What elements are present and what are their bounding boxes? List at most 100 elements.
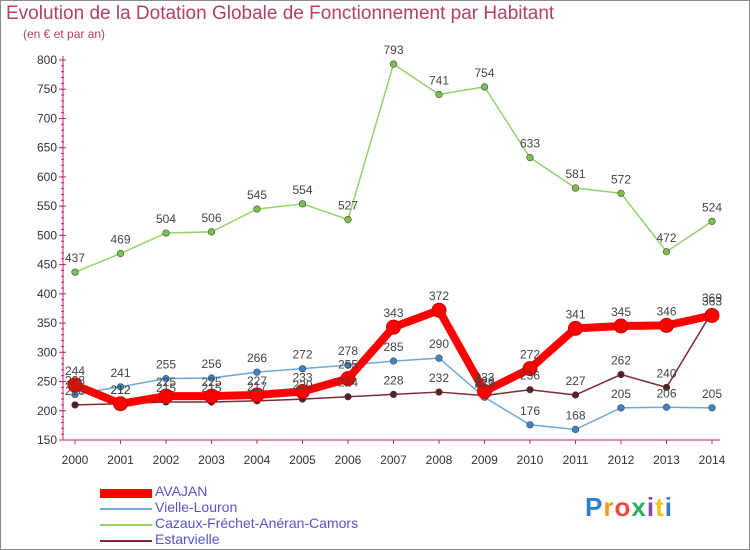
data-label: 240 xyxy=(656,366,676,380)
series-point xyxy=(662,403,671,411)
data-label: 225 xyxy=(201,375,221,389)
series-point xyxy=(435,90,443,99)
x-tick-label: 2010 xyxy=(517,453,544,467)
data-label: 226 xyxy=(474,375,494,389)
data-label: 633 xyxy=(520,137,540,151)
y-tick-label: 450 xyxy=(37,258,57,272)
data-label: 290 xyxy=(429,337,449,351)
y-tick-label: 350 xyxy=(37,316,57,330)
series-point xyxy=(389,357,398,365)
legend-item: AVAJAN xyxy=(100,483,520,501)
y-tick-label: 800 xyxy=(37,53,57,67)
series-point xyxy=(71,268,79,276)
series-point xyxy=(207,374,216,382)
legend-item: Estarvielle xyxy=(100,531,520,549)
data-label: 266 xyxy=(247,351,267,365)
y-tick-label: 250 xyxy=(37,375,57,389)
series-point xyxy=(571,425,580,434)
series-point xyxy=(253,368,261,376)
x-tick-label: 2011 xyxy=(563,453,589,467)
data-label: 754 xyxy=(474,66,494,80)
data-label: 228 xyxy=(65,373,85,387)
data-label: 256 xyxy=(201,357,221,371)
data-label: 346 xyxy=(656,304,676,318)
data-label: 272 xyxy=(520,348,540,362)
series-point xyxy=(435,354,443,362)
series-point xyxy=(158,388,174,404)
data-label: 506 xyxy=(201,211,221,225)
series-point xyxy=(568,320,583,336)
legend-swatch xyxy=(100,540,152,542)
x-tick-label: 2002 xyxy=(153,453,180,467)
series-point xyxy=(116,249,125,258)
data-label: 210 xyxy=(65,384,85,398)
series-point xyxy=(113,396,128,412)
series-point xyxy=(435,388,443,396)
data-label: 341 xyxy=(565,307,585,321)
data-label: 236 xyxy=(520,369,540,383)
data-label: 176 xyxy=(520,404,540,418)
series-point xyxy=(162,375,170,383)
x-tick-label: 2003 xyxy=(198,453,225,467)
data-label: 205 xyxy=(702,387,722,401)
series-point xyxy=(295,383,310,399)
x-tick-label: 2005 xyxy=(289,453,316,467)
legend-label: Vielle-Louron xyxy=(155,499,238,515)
chart-axes: 150 200 250 300 350 400 450 500 550 600 650 700 750 8… xyxy=(37,53,726,467)
series-point xyxy=(662,248,671,256)
data-label: 233 xyxy=(474,370,494,384)
series-point xyxy=(249,387,265,403)
series-point xyxy=(708,217,716,225)
series-point xyxy=(67,377,83,393)
y-tick-label: 600 xyxy=(37,170,57,184)
legend-label: AVAJAN xyxy=(155,483,208,499)
data-label: 224 xyxy=(338,376,358,390)
data-label: 168 xyxy=(565,408,585,422)
data-label: 262 xyxy=(611,354,631,368)
series-point xyxy=(71,401,79,409)
series-point xyxy=(344,361,352,369)
data-label: 793 xyxy=(383,43,403,57)
data-label: 212 xyxy=(110,383,130,397)
y-tick-label: 300 xyxy=(37,345,57,359)
data-label: 233 xyxy=(292,370,312,384)
chart-legend: AVAJAN Vielle-Louron Cazaux-Fréchet-Anéran… xyxy=(100,483,520,549)
series-point xyxy=(571,184,580,192)
series-point xyxy=(522,361,538,377)
series-point xyxy=(526,386,534,394)
x-tick-label: 2008 xyxy=(426,453,453,467)
legend-item: Cazaux-Fréchet-Anéran-Camors xyxy=(100,515,520,533)
data-label: 205 xyxy=(611,387,631,401)
data-label: 217 xyxy=(247,380,267,394)
series-point xyxy=(526,154,534,162)
data-label: 437 xyxy=(65,251,85,265)
series-point xyxy=(204,388,219,404)
y-tick-label: 500 xyxy=(37,228,57,242)
data-label: 527 xyxy=(338,199,358,213)
y-tick-label: 700 xyxy=(37,111,57,125)
series-point xyxy=(617,189,625,197)
data-label: 369 xyxy=(702,291,722,305)
data-label: 363 xyxy=(702,294,722,308)
data-label: 272 xyxy=(292,348,312,362)
legend-swatch xyxy=(100,524,152,526)
data-label: 469 xyxy=(110,233,130,247)
data-label: 232 xyxy=(429,371,449,385)
series-point xyxy=(617,404,625,412)
y-tick-label: 150 xyxy=(37,433,57,447)
data-label: 545 xyxy=(247,188,267,202)
legend-label: Cazaux-Fréchet-Anéran-Camors xyxy=(155,515,359,531)
x-tick-label: 2006 xyxy=(335,453,362,467)
data-label: 524 xyxy=(702,200,722,214)
data-label: 572 xyxy=(611,172,631,186)
y-tick-label: 400 xyxy=(37,287,57,301)
legend-swatch xyxy=(100,508,152,510)
data-label: 554 xyxy=(292,183,312,197)
data-label: 227 xyxy=(565,374,585,388)
data-label: 741 xyxy=(429,73,449,87)
x-tick-label: 2013 xyxy=(653,453,680,467)
series-point xyxy=(477,383,492,399)
data-label: 504 xyxy=(156,212,176,226)
data-label: 581 xyxy=(565,167,585,181)
